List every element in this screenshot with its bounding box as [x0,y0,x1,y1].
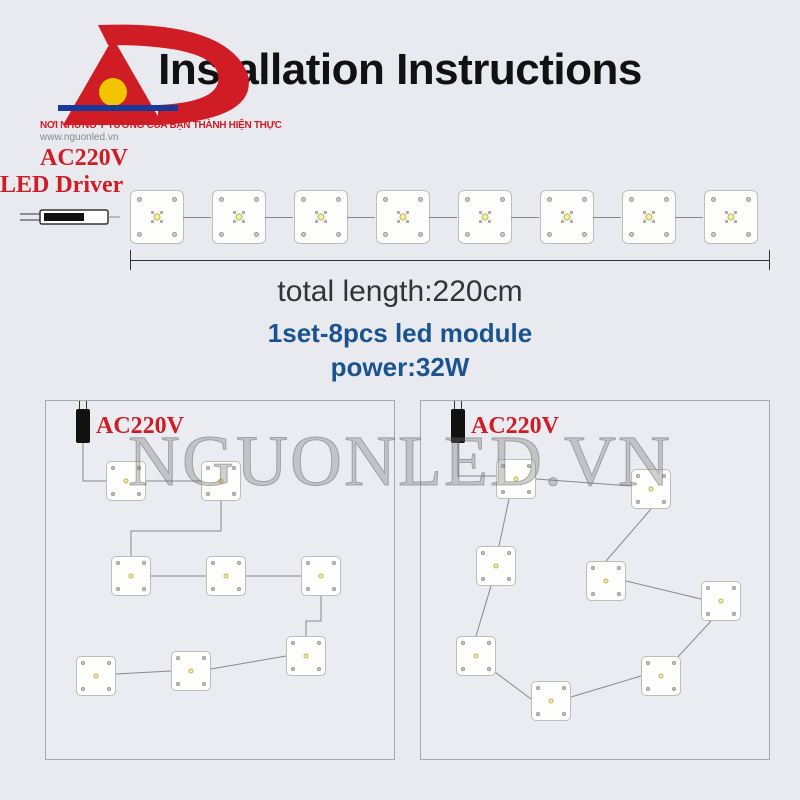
led-module [106,461,146,501]
led-strip-row [20,190,780,250]
dimension-bar [130,260,770,261]
led-module [76,656,116,696]
ac-voltage-label: AC220V [40,145,128,172]
led-module [456,636,496,676]
led-module [496,459,536,499]
layout-diagram-grid: AC220V [45,400,395,760]
led-module [201,461,241,501]
power-label: power:32W [0,352,800,383]
led-module [130,190,184,244]
led-module [458,190,512,244]
led-module [586,561,626,601]
led-module [111,556,151,596]
led-module [476,546,516,586]
led-module [540,190,594,244]
led-module [212,190,266,244]
led-module [641,656,681,696]
total-length-label: total length:220cm [0,275,800,309]
led-module [704,190,758,244]
led-module [531,681,571,721]
led-driver-icon [20,208,120,226]
module-strip [130,190,758,244]
led-module [206,556,246,596]
led-module [622,190,676,244]
led-module [376,190,430,244]
logo-subtext: NƠI NHỮNG Ý TƯỞNG CỦA BẠN THÀNH HIỆN THỰ… [40,120,282,131]
led-module [301,556,341,596]
layout-diagram-free: AC220V [420,400,770,760]
logo-url: www.nguonled.vn [40,132,118,143]
set-info-label: 1set-8pcs led module [0,318,800,349]
led-module [631,469,671,509]
led-module [294,190,348,244]
led-module [701,581,741,621]
led-module [286,636,326,676]
led-module [171,651,211,691]
